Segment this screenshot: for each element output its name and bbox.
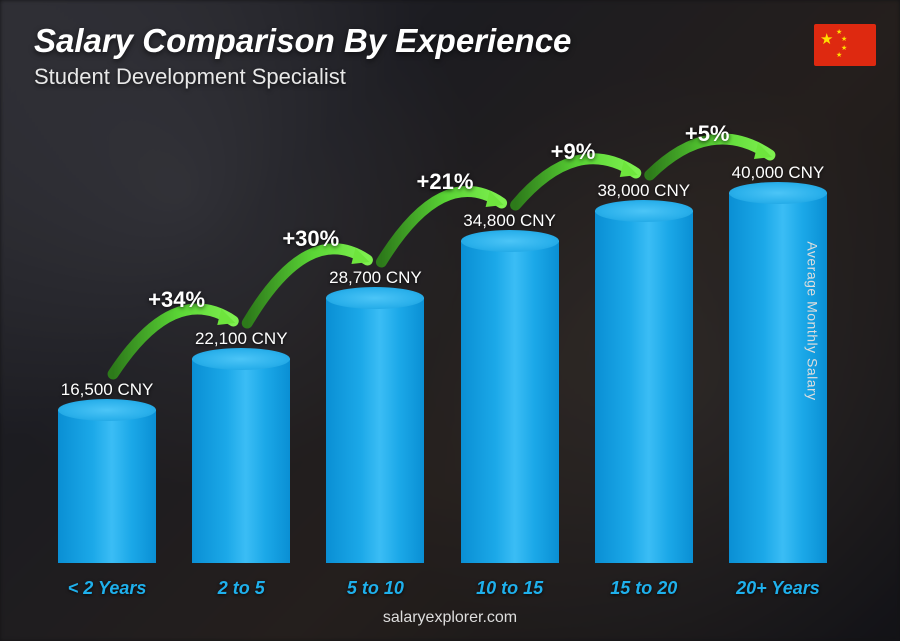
increase-arc-label: +21%: [417, 169, 474, 195]
bar-top-cap: [461, 230, 559, 252]
bar: [326, 298, 424, 563]
bar: [595, 211, 693, 563]
increase-arc-label: +5%: [685, 121, 730, 147]
increase-arc-label: +34%: [148, 287, 205, 313]
bar-group: 28,700 CNY5 to 10: [308, 268, 442, 563]
bar-front: [58, 410, 156, 563]
footer-attribution: salaryexplorer.com: [0, 609, 900, 627]
bar-category-label: 10 to 15: [476, 578, 543, 599]
bar: [461, 241, 559, 563]
bar-value-label: 16,500 CNY: [61, 380, 154, 400]
flag-china-icon: ★ ★ ★ ★ ★: [814, 24, 876, 66]
chart-title: Salary Comparison By Experience: [34, 22, 840, 60]
bar-top-cap: [729, 182, 827, 204]
bar-group: 22,100 CNY2 to 5: [174, 329, 308, 563]
bar-top-cap: [192, 348, 290, 370]
bar-category-label: 5 to 10: [347, 578, 404, 599]
bar-value-label: 28,700 CNY: [329, 268, 422, 288]
bar-top-cap: [326, 287, 424, 309]
bar-front: [595, 211, 693, 563]
bar-category-label: < 2 Years: [68, 578, 147, 599]
bar: [192, 359, 290, 563]
header: Salary Comparison By Experience Student …: [34, 22, 840, 90]
increase-arc-label: +30%: [282, 226, 339, 252]
bar: [58, 410, 156, 563]
bar-category-label: 15 to 20: [610, 578, 677, 599]
y-axis-label: Average Monthly Salary: [804, 241, 820, 400]
bar-group: 16,500 CNY< 2 Years: [40, 380, 174, 563]
bar-front: [461, 241, 559, 563]
bar-category-label: 20+ Years: [736, 578, 820, 599]
bar-chart: 16,500 CNY< 2 Years22,100 CNY2 to 528,70…: [40, 103, 845, 563]
bar-group: 38,000 CNY15 to 20: [577, 181, 711, 563]
increase-arc-label: +9%: [551, 139, 596, 165]
bar-category-label: 2 to 5: [218, 578, 265, 599]
bar-value-label: 22,100 CNY: [195, 329, 288, 349]
bar-top-cap: [58, 399, 156, 421]
bar-value-label: 38,000 CNY: [597, 181, 690, 201]
bar-front: [326, 298, 424, 563]
bar-value-label: 34,800 CNY: [463, 211, 556, 231]
bar-value-label: 40,000 CNY: [732, 163, 825, 183]
bar-front: [192, 359, 290, 563]
bar-group: 34,800 CNY10 to 15: [443, 211, 577, 563]
bar-group: 40,000 CNY20+ Years: [711, 163, 845, 563]
chart-subtitle: Student Development Specialist: [34, 64, 840, 90]
bar-top-cap: [595, 200, 693, 222]
